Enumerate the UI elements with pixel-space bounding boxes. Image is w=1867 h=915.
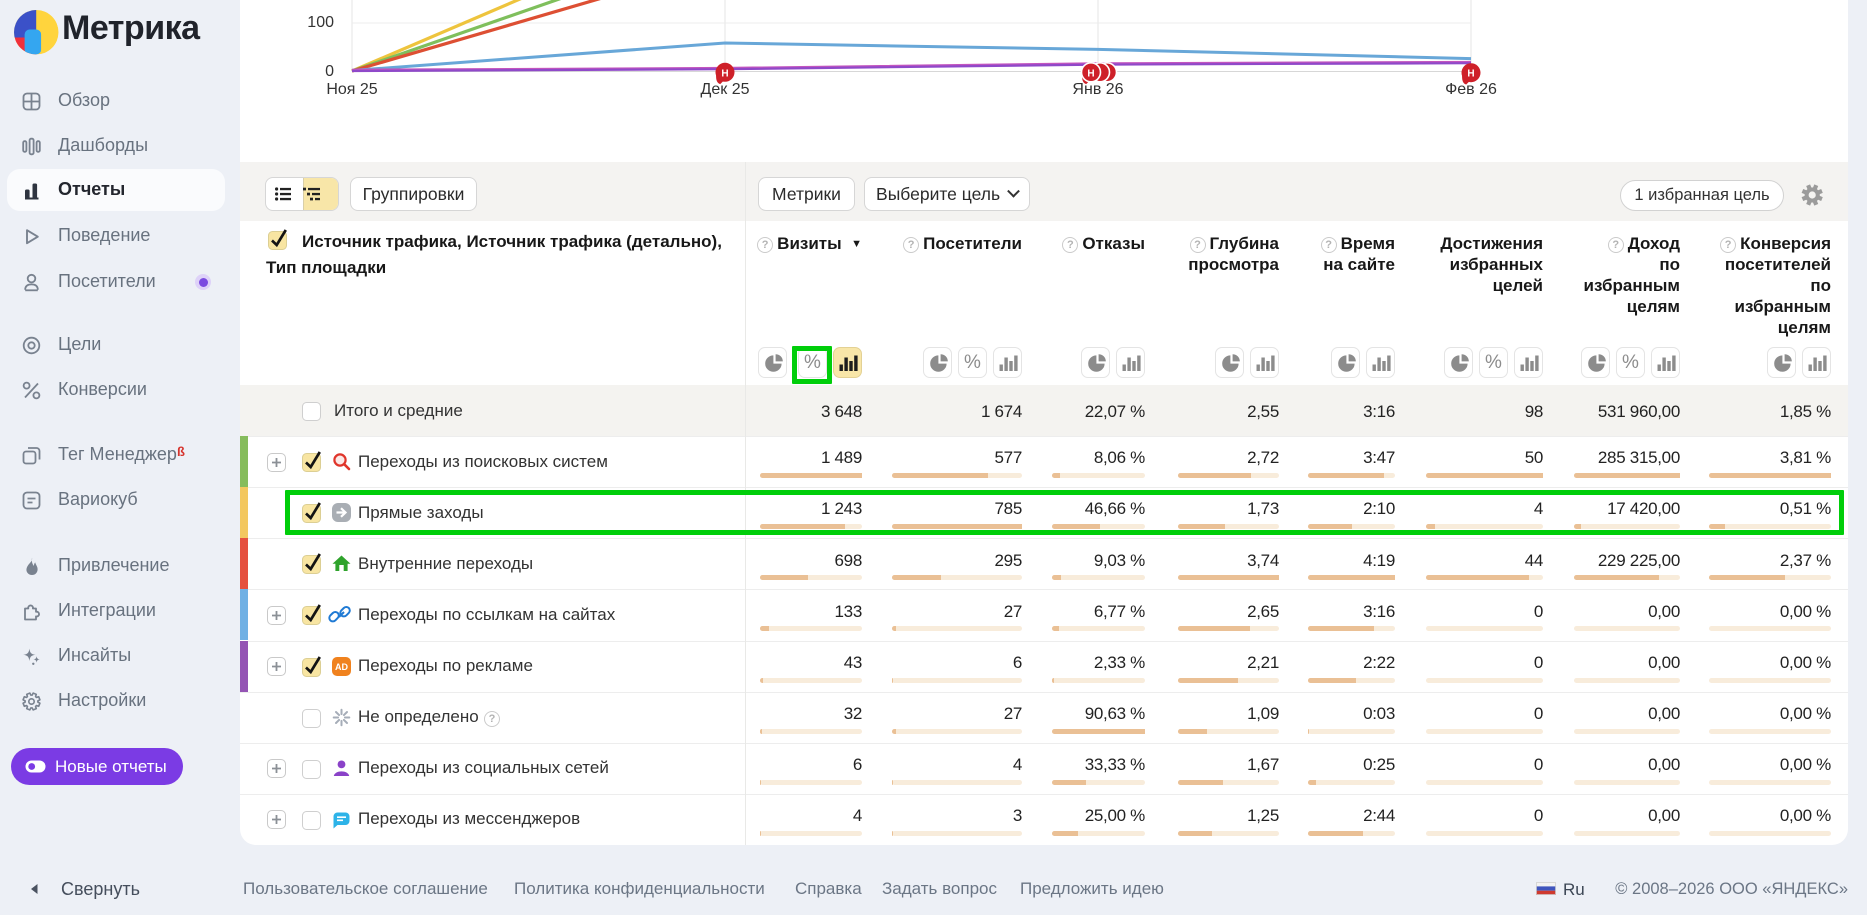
svg-text:Н: Н <box>721 68 728 79</box>
svg-text:Н: Н <box>1087 68 1094 79</box>
svg-text:Н: Н <box>1467 69 1474 80</box>
svg-text:AD: AD <box>335 662 348 672</box>
